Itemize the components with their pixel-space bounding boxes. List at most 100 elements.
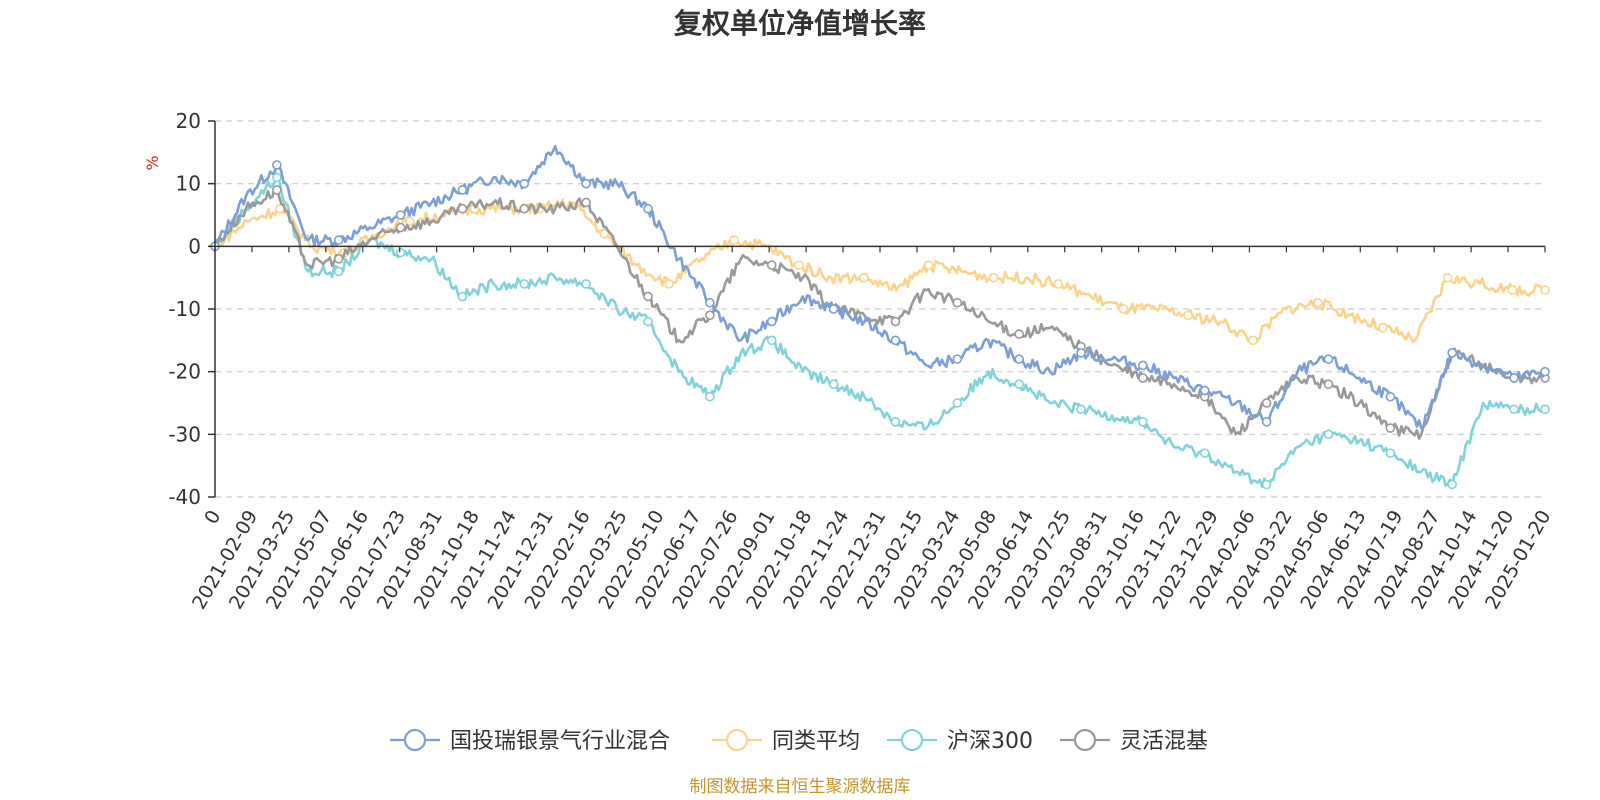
series-point bbox=[664, 279, 674, 289]
series-point bbox=[581, 178, 591, 189]
series-point bbox=[1540, 404, 1550, 415]
series-point bbox=[858, 272, 869, 283]
series-point bbox=[1118, 304, 1129, 314]
y-tick-label: -30 bbox=[168, 422, 201, 446]
series-point bbox=[404, 216, 415, 227]
series-point bbox=[1447, 348, 1458, 358]
series-point bbox=[1138, 360, 1148, 371]
series-point bbox=[1540, 366, 1550, 377]
y-axis-ticks: 20 10 0 -10 -20 -30 -40 bbox=[168, 109, 215, 509]
series-point bbox=[1378, 322, 1388, 333]
series-point bbox=[643, 291, 653, 302]
series-point bbox=[1138, 373, 1148, 383]
series-point bbox=[643, 203, 653, 214]
series-line bbox=[213, 198, 1546, 344]
series-point bbox=[705, 310, 715, 321]
series-point bbox=[395, 247, 406, 258]
series-layer bbox=[210, 144, 1550, 490]
series-point bbox=[1385, 423, 1396, 433]
series-point bbox=[1199, 385, 1210, 396]
legend[interactable]: 国投瑞银景气行业混合 同类平均 沪深300 灵活混基 bbox=[390, 728, 1208, 754]
series-point bbox=[457, 203, 468, 214]
series-point bbox=[272, 172, 282, 183]
legend-marker-icon bbox=[900, 728, 924, 752]
series-point bbox=[952, 297, 963, 308]
legend-item[interactable]: 国投瑞银景气行业混合 bbox=[390, 728, 670, 754]
series-point bbox=[1199, 448, 1210, 458]
series-point bbox=[599, 229, 610, 239]
y-tick-label: 20 bbox=[176, 109, 201, 133]
series-point bbox=[395, 210, 406, 220]
series-line bbox=[214, 185, 1547, 440]
series-point bbox=[766, 316, 777, 327]
series-point bbox=[1385, 391, 1396, 402]
legend-label: 同类平均 bbox=[772, 729, 860, 754]
series-point bbox=[705, 391, 715, 402]
series-point bbox=[828, 304, 839, 314]
legend-label: 灵活混基 bbox=[1120, 729, 1208, 754]
series-point bbox=[890, 416, 901, 427]
series-point bbox=[1323, 354, 1334, 364]
series-point bbox=[333, 254, 344, 264]
series-point bbox=[395, 222, 406, 233]
grid-lines bbox=[215, 120, 1545, 498]
series-point bbox=[333, 266, 344, 277]
series-point bbox=[1507, 285, 1518, 296]
series-point bbox=[519, 203, 530, 214]
x-tick-label: 0 bbox=[200, 507, 225, 528]
x-axis-ticks: 02021-02-092021-03-252021-05-072021-06-1… bbox=[188, 246, 1555, 613]
series-point bbox=[1540, 285, 1550, 296]
series-point bbox=[1076, 348, 1086, 358]
series-point bbox=[1248, 335, 1258, 346]
series-point bbox=[1313, 297, 1323, 308]
series-point bbox=[952, 354, 963, 364]
chart-title: 复权单位净值增长率 bbox=[674, 7, 926, 40]
series-point bbox=[581, 197, 591, 208]
y-axis-unit: % bbox=[143, 155, 162, 170]
legend-marker-icon bbox=[403, 728, 427, 752]
series-point bbox=[519, 279, 530, 289]
series-point bbox=[890, 335, 901, 346]
series-line bbox=[213, 144, 1547, 430]
series-line bbox=[214, 176, 1546, 489]
series-point bbox=[705, 297, 715, 308]
series-point bbox=[1509, 373, 1519, 383]
series-point bbox=[643, 316, 653, 327]
series-point bbox=[1183, 310, 1193, 321]
series-point bbox=[1261, 416, 1272, 427]
y-tick-label: 0 bbox=[188, 234, 201, 258]
legend-label: 国投瑞银景气行业混合 bbox=[450, 729, 670, 754]
y-tick-label: 10 bbox=[176, 172, 201, 196]
series-point bbox=[1014, 379, 1024, 390]
series-point bbox=[794, 260, 804, 270]
y-tick-label: -10 bbox=[168, 297, 201, 321]
legend-label: 沪深300 bbox=[947, 729, 1033, 754]
series-point bbox=[1447, 479, 1458, 490]
legend-item[interactable]: 灵活混基 bbox=[1060, 728, 1208, 754]
series-point bbox=[272, 160, 282, 170]
series-point bbox=[766, 335, 777, 346]
series-point bbox=[1442, 272, 1453, 283]
series-point bbox=[1323, 379, 1334, 390]
legend-marker-icon bbox=[725, 728, 749, 752]
series-point bbox=[923, 260, 934, 270]
series-point bbox=[1053, 279, 1064, 289]
series-point bbox=[890, 316, 901, 327]
series-point bbox=[519, 178, 530, 189]
series-point bbox=[333, 235, 344, 245]
series-point bbox=[1261, 479, 1272, 490]
series-point bbox=[1014, 354, 1024, 364]
series-point bbox=[766, 260, 777, 270]
legend-item[interactable]: 同类平均 bbox=[712, 728, 860, 754]
series-point bbox=[1385, 448, 1396, 458]
series-point bbox=[729, 235, 739, 245]
legend-marker-icon bbox=[1073, 728, 1097, 752]
series-point bbox=[1509, 404, 1519, 415]
series-point bbox=[1076, 404, 1086, 415]
y-tick-label: -20 bbox=[168, 360, 201, 384]
legend-item[interactable]: 沪深300 bbox=[887, 728, 1033, 754]
series-point bbox=[272, 185, 282, 195]
series-point bbox=[581, 279, 591, 289]
series-point bbox=[1261, 398, 1272, 408]
